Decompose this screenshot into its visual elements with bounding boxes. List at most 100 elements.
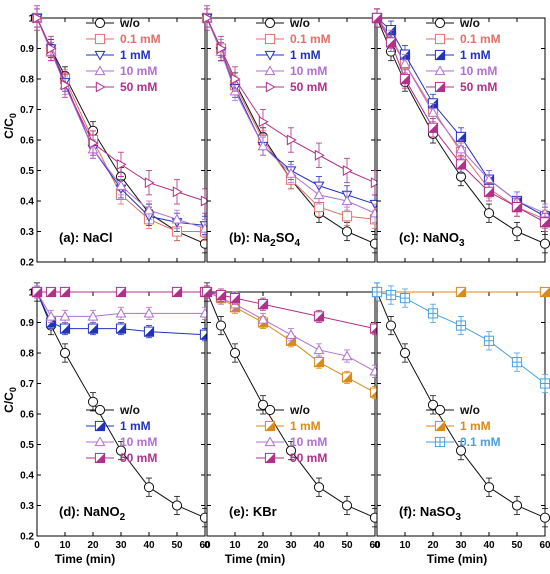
legend-label: 0.1 mM xyxy=(460,435,501,449)
y-tick-label: 1 xyxy=(28,288,34,299)
y-tick-label: 0.7 xyxy=(20,105,34,116)
legend-label: 0.1 mM xyxy=(120,32,161,46)
legend-marker xyxy=(264,65,276,76)
data-point xyxy=(202,12,213,24)
data-point xyxy=(171,500,183,511)
data-point xyxy=(116,158,127,170)
data-point-cross xyxy=(400,293,410,303)
legend-marker xyxy=(94,404,106,416)
panel-label-sub: 3 xyxy=(459,238,465,249)
x-tick-label: 30 xyxy=(115,540,127,551)
legend-marker xyxy=(265,81,276,93)
data-point xyxy=(32,12,43,24)
legend-label: 0.1 mM xyxy=(290,32,331,46)
data-point xyxy=(385,320,397,331)
data-point xyxy=(115,180,127,190)
y-tick-label: 1 xyxy=(28,14,34,25)
x-tick-label: 40 xyxy=(143,540,155,551)
data-point-fill xyxy=(216,290,226,300)
data-point xyxy=(46,43,57,54)
series-line xyxy=(206,17,376,214)
data-point xyxy=(313,344,325,355)
panel-label-sub2: 4 xyxy=(295,238,301,249)
data-point xyxy=(313,189,325,200)
data-point-fill xyxy=(456,132,466,142)
y-tick-label: 0.3 xyxy=(20,227,34,238)
x-tick-label: 40 xyxy=(313,540,325,551)
panel-d: 0 10 20 30 40 50 600.20.30.40.50.60.70.80.91w/… xyxy=(20,282,211,551)
series-50-mm xyxy=(201,285,381,336)
data-point-cross xyxy=(386,290,396,300)
data-point-fill xyxy=(144,327,154,337)
data-point xyxy=(257,313,269,324)
legend-marker xyxy=(264,33,276,45)
x-tick-label: 60 xyxy=(369,540,381,551)
y-tick-label: 0.9 xyxy=(20,44,34,55)
legend-marker xyxy=(94,65,106,76)
legend-label: 10 mM xyxy=(290,435,327,449)
y-axis-label-sub: 0 xyxy=(8,113,18,118)
series-50-mm xyxy=(371,8,550,232)
y-tick-label: 0.8 xyxy=(20,349,34,360)
data-point xyxy=(257,399,269,410)
plot-layer: 0.20.30.40.50.60.70.80.91 w/o0.1 mM1 mM10… xyxy=(20,5,550,551)
panel-label-main: (c): NaNO xyxy=(399,230,459,245)
data-point-fill xyxy=(456,159,466,169)
data-point-fill xyxy=(60,324,70,334)
data-point xyxy=(539,512,550,523)
y-tick-label: 0.9 xyxy=(20,318,34,329)
panel-label: (a): NaCl xyxy=(59,230,112,245)
panel-label-sub: 2 xyxy=(120,512,126,523)
series-50-mm xyxy=(32,5,211,214)
x-tick-label: 60 xyxy=(539,540,550,551)
legend: w/o 1 mM 10 mM 50 mM xyxy=(86,403,157,465)
data-point xyxy=(144,177,155,189)
data-point xyxy=(341,500,353,511)
y-tick-label: 0.4 xyxy=(20,197,34,208)
legend-label: 1 mM xyxy=(290,419,321,433)
data-point xyxy=(511,500,523,511)
legend-marker xyxy=(434,17,446,29)
series-w-o xyxy=(201,282,381,528)
series-50-mm xyxy=(202,5,381,196)
x-axis-label-b: Time (min) xyxy=(225,552,285,566)
x-tick-label: 0 xyxy=(34,540,40,551)
y-axis-label-sub-2: 0 xyxy=(8,387,18,392)
y-axis-label-bottom: C/C0 xyxy=(2,387,18,413)
data-point-fill xyxy=(286,336,296,346)
x-tick-label: 10 xyxy=(59,540,71,551)
panel-e: 0 10 20 30 40 50 60 w/o 1 mM 10 mM 50 mM (e): KBr xyxy=(201,282,381,551)
legend-marker-fill xyxy=(435,82,445,92)
data-point xyxy=(45,310,57,321)
legend-marker xyxy=(94,50,106,61)
data-point-fill xyxy=(456,287,466,297)
data-point-fill xyxy=(428,123,438,133)
data-point xyxy=(427,399,439,410)
legend-label: w/o xyxy=(119,403,140,417)
legend-marker-cross xyxy=(435,437,445,447)
legend: w/o 0.1 mM 1 mM 10 mM 50 mM xyxy=(86,16,161,94)
series-line xyxy=(36,17,206,202)
data-point-cross xyxy=(428,308,438,318)
data-point-fill xyxy=(314,357,324,367)
y-tick-label: 0.7 xyxy=(20,379,34,390)
legend-marker xyxy=(264,404,276,416)
data-point xyxy=(59,347,71,359)
data-point-fill xyxy=(230,293,240,303)
legend: w/o 0.1 mM 1 mM 10 mM 50 mM xyxy=(426,16,501,94)
panel-label: (d): NaNO2 xyxy=(59,504,126,523)
data-point xyxy=(341,350,353,361)
data-point-fill xyxy=(258,299,268,309)
y-tick-label: 0.2 xyxy=(20,258,34,269)
data-point-fill xyxy=(484,187,494,197)
panel-label-main: (e): KBr xyxy=(229,504,277,519)
legend-marker xyxy=(94,436,106,447)
data-point-fill xyxy=(172,287,182,297)
data-point-fill xyxy=(386,37,396,47)
data-point-fill xyxy=(202,287,212,297)
data-point xyxy=(455,445,467,456)
x-tick-label: 10 xyxy=(399,540,411,551)
legend-marker xyxy=(94,33,106,45)
y-tick-label: 0.5 xyxy=(20,166,34,177)
